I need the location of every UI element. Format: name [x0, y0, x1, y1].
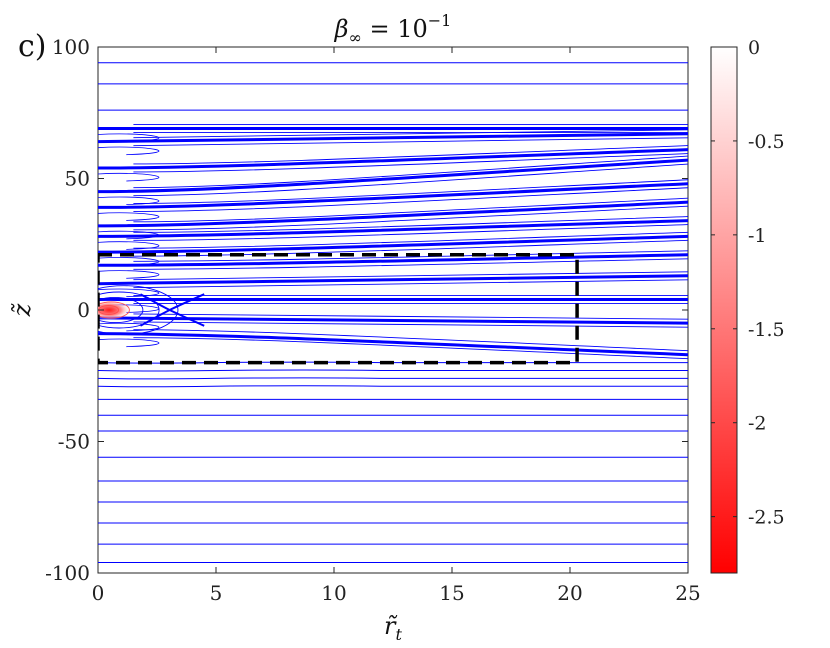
- contour-line: [98, 377, 688, 380]
- contour-line: [133, 329, 688, 352]
- wave-front: [98, 253, 688, 267]
- colorbar: [710, 46, 738, 574]
- contour-line: [98, 230, 160, 240]
- chart-title: β∞ = 10−1: [334, 11, 452, 47]
- title-subscript: ∞: [349, 28, 362, 47]
- contour-line: [133, 216, 688, 233]
- y-tick-label: 50: [65, 167, 90, 191]
- contour-line: [133, 239, 688, 257]
- y-axis-ticks: 100 50 0 -50 -100: [45, 35, 688, 585]
- wave-front: [98, 316, 688, 325]
- colorbar-tick-label: -2: [748, 413, 767, 435]
- wave-front: [98, 132, 688, 144]
- x-tick-label: 0: [92, 581, 105, 605]
- wave-front: [98, 182, 688, 209]
- wave-front: [98, 234, 688, 254]
- contour-line: [133, 231, 688, 249]
- source-peak: [98, 300, 132, 320]
- title-equals: = 10: [362, 15, 428, 43]
- dashed-region-box: [98, 253, 579, 365]
- contour-line: [98, 212, 160, 221]
- contour-line: [133, 197, 688, 223]
- contour-line: [133, 187, 688, 212]
- colorbar-tick-label: -0.5: [748, 131, 785, 153]
- title-superscript: −1: [428, 11, 452, 30]
- contour-line: [98, 385, 688, 388]
- source-ring: [98, 285, 179, 335]
- contour-line: [98, 338, 160, 348]
- y-axis-label: z̃: [8, 303, 36, 318]
- contour-line: [133, 163, 688, 197]
- x-tick-label: 15: [439, 581, 464, 605]
- source-ring: [98, 301, 130, 319]
- contour-line: [133, 145, 688, 165]
- x-tick-label: 10: [321, 581, 346, 605]
- x-axis-label-main: r̃: [384, 612, 398, 640]
- colorbar-tick-label: -1: [748, 225, 767, 247]
- y-tick-label: -50: [58, 430, 90, 454]
- contour-line: [133, 155, 688, 189]
- contour-line: [98, 172, 160, 182]
- wave-front: [98, 148, 688, 170]
- wave-front: [98, 274, 688, 286]
- x-axis-label: r̃t: [384, 612, 402, 644]
- contour-lines: [98, 62, 688, 563]
- colorbar-ticks: 0 -0.5 -1 -1.5 -2 -2.5: [711, 37, 785, 529]
- wave-front: [139, 293, 205, 327]
- x-tick-label: 5: [210, 581, 223, 605]
- colorbar-tick-label: 0: [748, 37, 760, 59]
- contour-line: [98, 270, 160, 279]
- y-tick-label: 100: [52, 35, 90, 59]
- contour-line: [98, 369, 688, 372]
- wave-front: [98, 200, 688, 228]
- source-ring: [98, 296, 144, 324]
- panel-label: c): [18, 29, 47, 64]
- y-tick-label: -100: [45, 561, 90, 585]
- colorbar-tick-label: -1.5: [748, 319, 785, 341]
- contour-line: [133, 250, 688, 262]
- source-ring: [98, 291, 160, 329]
- y-tick-label: 0: [77, 298, 90, 322]
- x-tick-label: 20: [557, 581, 582, 605]
- contour-line: [133, 205, 688, 231]
- wave-front: [98, 219, 688, 238]
- title-symbol: β: [334, 15, 349, 43]
- wave-front: [98, 158, 688, 194]
- wave-front: [98, 332, 688, 357]
- x-tick-label: 25: [675, 581, 700, 605]
- contour-line: [133, 179, 688, 204]
- contour-line: [133, 224, 688, 241]
- plot-area: [97, 46, 689, 574]
- contour-line: [133, 153, 688, 173]
- x-axis-label-subscript: t: [396, 625, 403, 644]
- colorbar-tick-label: -2.5: [748, 507, 785, 529]
- x-axis-ticks: 0 5 10 15 20 25: [92, 47, 701, 605]
- contour-line: [98, 146, 160, 156]
